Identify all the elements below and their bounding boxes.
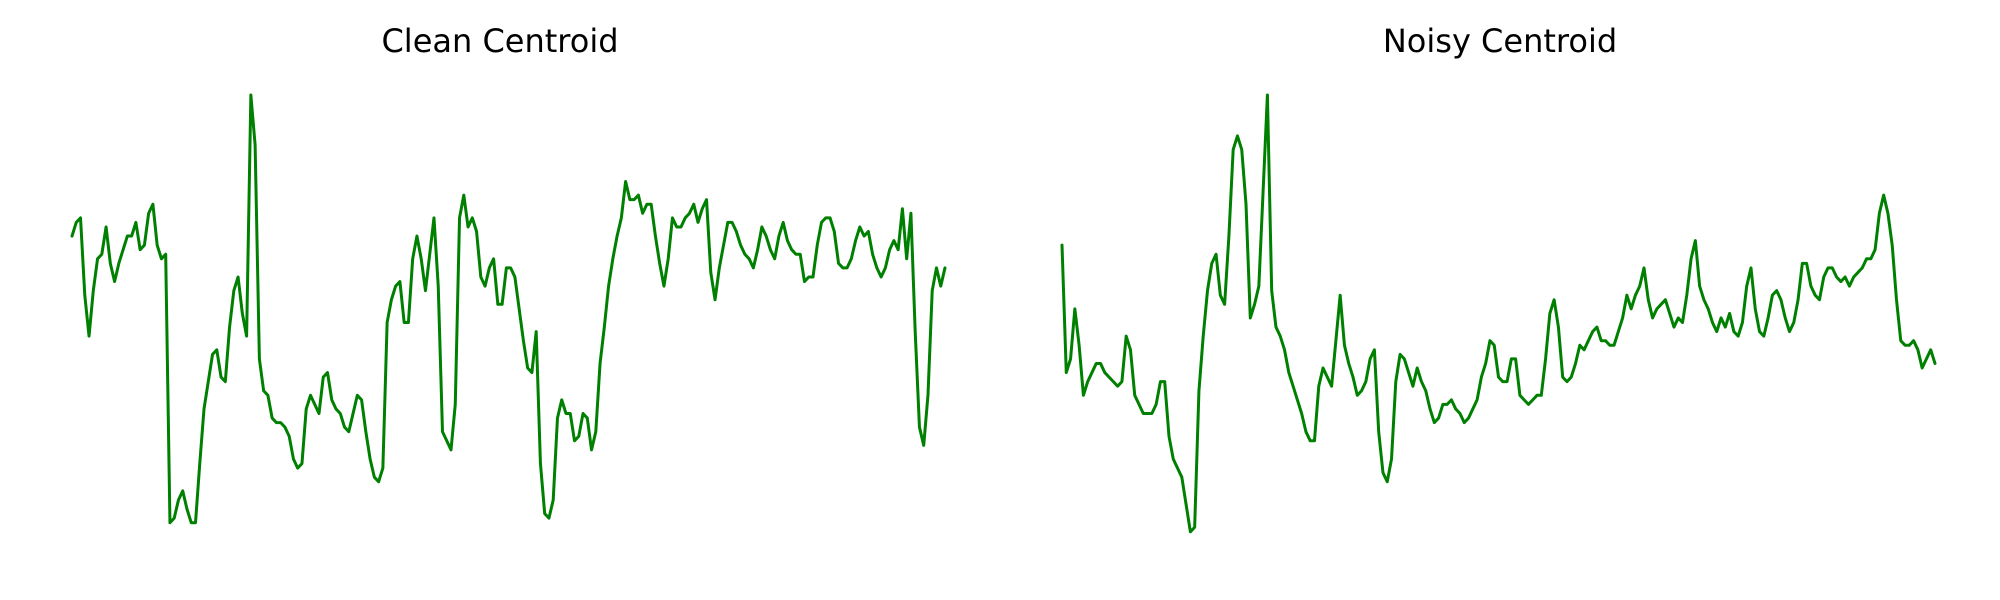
- panel-noisy-centroid: Noisy Centroid: [1000, 0, 2000, 600]
- chart-clean-centroid: [70, 93, 947, 525]
- series-line-0: [70, 93, 947, 525]
- series-line-0: [1060, 93, 1937, 534]
- chart-title-clean: Clean Centroid: [381, 22, 619, 60]
- panel-clean-centroid: Clean Centroid: [70, 22, 947, 525]
- chart-noisy-centroid: [1060, 93, 1937, 534]
- chart-title-noisy: Noisy Centroid: [1382, 22, 1618, 60]
